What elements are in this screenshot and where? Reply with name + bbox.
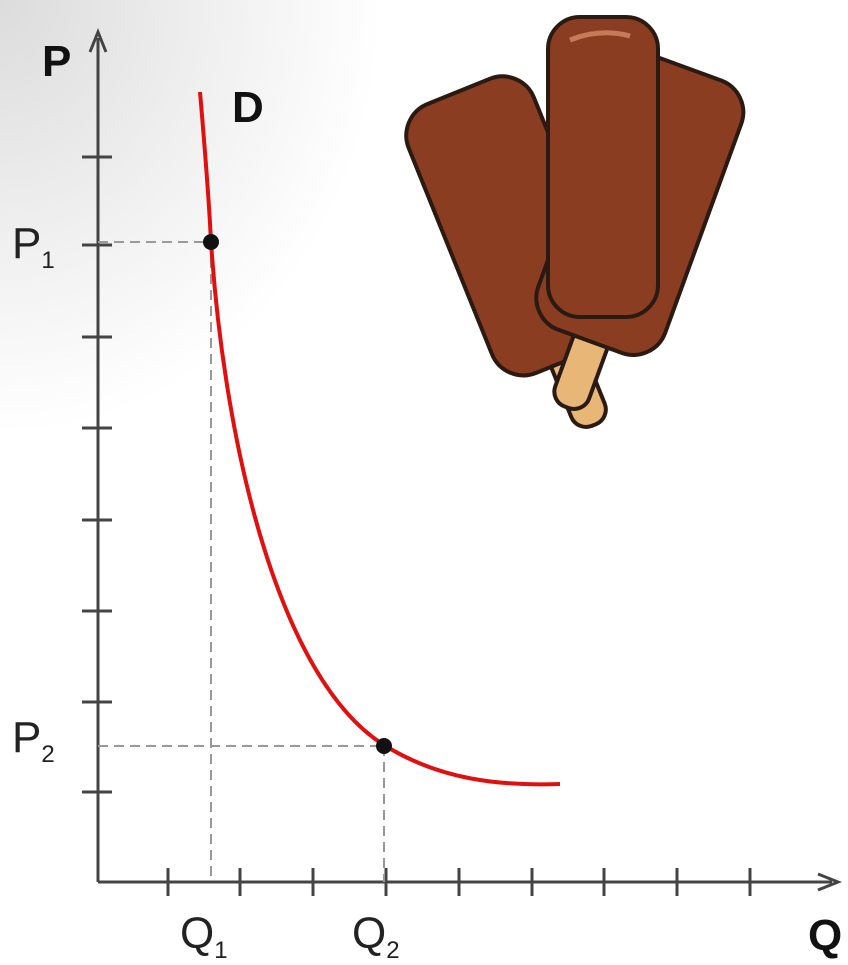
curve-label: D: [232, 83, 264, 132]
label-text: P: [12, 219, 41, 268]
label-sub: 2: [386, 937, 399, 964]
point: [376, 738, 392, 754]
label-text: P: [12, 713, 41, 762]
x-axis-label: Q: [808, 911, 842, 960]
label-sub: 1: [214, 937, 227, 964]
diagram: P Q D P1 P2 Q1 Q2: [0, 0, 848, 965]
label-sub: 1: [41, 247, 54, 274]
label-text: Q: [180, 909, 214, 958]
point: [203, 234, 219, 250]
y-axis-label: P: [42, 37, 71, 86]
label-sub: 2: [41, 741, 54, 768]
label-text: Q: [352, 909, 386, 958]
